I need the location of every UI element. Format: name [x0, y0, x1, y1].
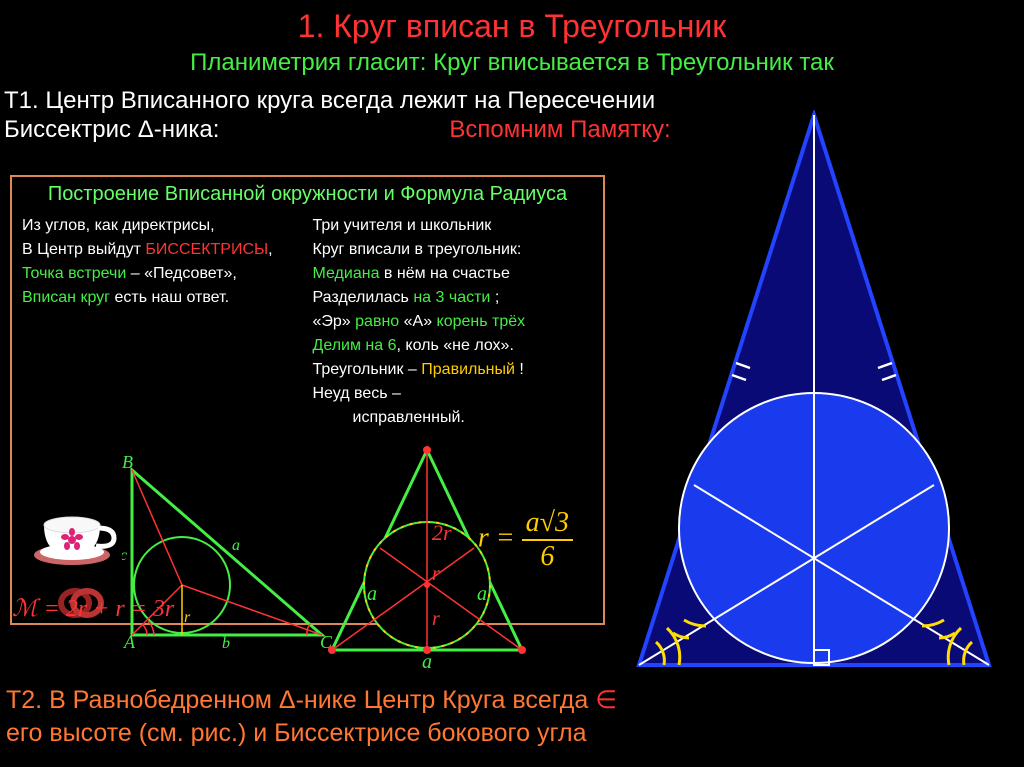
svg-text:c: c [122, 547, 127, 564]
svg-text:a: a [367, 583, 377, 605]
poem-left: Из углов, как директрисы,В Центр выйдут … [22, 214, 303, 430]
svg-text:a: a [232, 537, 240, 554]
main-title: 1. Круг вписан в Треугольник [0, 0, 1024, 45]
teacup-icon [32, 500, 122, 580]
theorem-2: Т2. В Равнобедренном Δ-нике Центр Круга … [6, 684, 617, 749]
svg-text:B: B [122, 452, 133, 472]
svg-text:b: b [222, 635, 230, 650]
inset-panel: Построение Вписанной окружности и Формул… [10, 175, 605, 625]
svg-text:a: a [477, 583, 487, 605]
subtitle: Планиметрия гласит: Круг вписывается в Т… [0, 45, 1024, 77]
svg-text:r: r [432, 608, 440, 630]
theorem-1-line2: Биссектрис Δ-ника: [0, 116, 219, 144]
poem-right: Три учителя и школьникКруг вписали в тре… [313, 214, 594, 430]
inset-title: Построение Вписанной окружности и Формул… [22, 183, 593, 206]
svg-text:2r: 2r [432, 520, 452, 545]
formula-median: ℳ = 2r + r = 3r [12, 594, 174, 623]
formula-radius: r = a√36 [478, 507, 573, 573]
svg-text:A: A [123, 632, 136, 650]
svg-text:r: r [184, 609, 191, 626]
reminder-text: Вспомним Памятку: [219, 116, 670, 144]
main-isosceles-diagram [614, 110, 1014, 680]
svg-text:a: a [422, 651, 432, 670]
svg-text:r: r [432, 563, 440, 585]
